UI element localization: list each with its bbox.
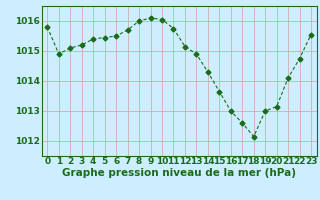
X-axis label: Graphe pression niveau de la mer (hPa): Graphe pression niveau de la mer (hPa) [62,168,296,178]
